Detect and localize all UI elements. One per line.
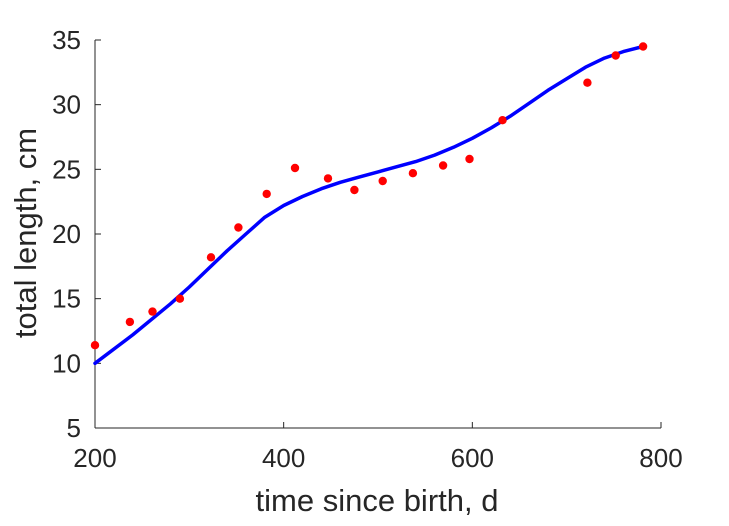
- data-point: [234, 223, 243, 232]
- x-tick-label: 600: [451, 443, 494, 473]
- y-tick-label: 25: [52, 154, 81, 184]
- data-point: [125, 317, 135, 327]
- data-point: [350, 185, 359, 195]
- data-point: [438, 161, 448, 170]
- data-point: [148, 307, 157, 316]
- axes: 200 400 600 800 5 10 15 20 25 30 35: [52, 25, 683, 473]
- x-tick-label: 800: [639, 443, 682, 473]
- data-point: [611, 51, 620, 60]
- data-point: [408, 169, 418, 178]
- data-point: [175, 294, 185, 303]
- x-axis-label: time since birth, d: [256, 483, 499, 518]
- y-tick-label: 30: [52, 90, 81, 120]
- data-point: [498, 116, 507, 125]
- data-point: [465, 154, 474, 164]
- data-point: [262, 189, 271, 199]
- y-tick-label: 10: [52, 348, 81, 378]
- y-tick-label: 5: [67, 413, 81, 443]
- y-tick-label: 20: [52, 219, 81, 249]
- data-point: [378, 176, 387, 186]
- data-point: [290, 163, 300, 173]
- y-axis-label: total length, cm: [8, 128, 43, 338]
- data-point: [206, 253, 216, 262]
- x-tick-label: 200: [73, 443, 116, 473]
- fit-curve-line: [93, 44, 645, 366]
- y-tick-label: 35: [52, 25, 81, 55]
- x-tick-label: 400: [262, 443, 305, 473]
- data-point: [583, 78, 592, 87]
- y-tick-label: 15: [52, 284, 81, 314]
- data-point: [90, 341, 100, 350]
- plot-area: [90, 42, 648, 366]
- data-point: [323, 174, 333, 183]
- data-point: [638, 42, 648, 51]
